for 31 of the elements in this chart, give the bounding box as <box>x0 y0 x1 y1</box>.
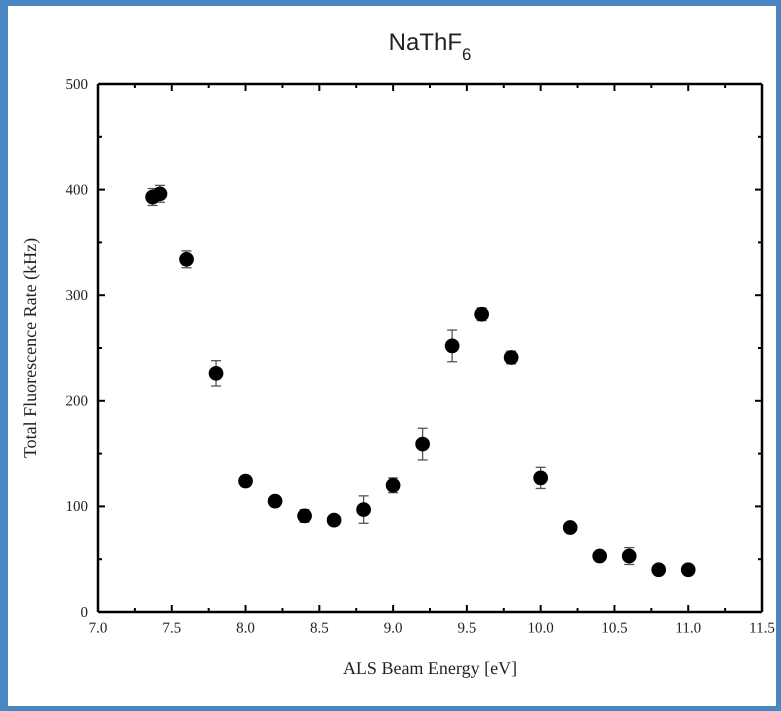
point <box>208 366 224 381</box>
point <box>533 470 548 486</box>
y-tick-label: 100 <box>66 499 88 516</box>
point <box>238 474 253 488</box>
y-tick-label: 200 <box>66 394 88 410</box>
chart-title: NaThF$_{6}$ <box>388 29 472 64</box>
x-tick-label: 10.5 <box>601 620 628 637</box>
x-tick-label: 9.0 <box>384 620 402 637</box>
point <box>680 562 696 578</box>
x-tick-label: 9.5 <box>458 620 476 637</box>
point <box>444 338 460 354</box>
x-tick-label: 11.5 <box>749 620 775 637</box>
y-tick-label: 300 <box>66 288 88 304</box>
point <box>268 494 282 508</box>
x-axis-title: ALS Beam Energy [eV] <box>342 658 518 678</box>
x-tick-label: 8.0 <box>236 620 255 637</box>
point <box>415 436 430 452</box>
point <box>356 502 371 517</box>
y-tick-label: 500 <box>66 76 88 93</box>
x-tick-label: 11.0 <box>675 620 702 637</box>
y-tick-label: 400 <box>66 182 88 198</box>
y-axis-title: Total Fluorescence Rate (kHz) <box>20 238 40 458</box>
x-tick-label: 10.0 <box>528 620 554 637</box>
point <box>562 520 578 535</box>
x-tick-label: 7.5 <box>162 620 182 637</box>
x-tick-label: 8.5 <box>310 620 329 637</box>
point <box>326 512 342 528</box>
x-tick-label: 7.0 <box>88 620 108 637</box>
point <box>651 562 666 578</box>
point <box>592 548 608 564</box>
y-tick-label: 0 <box>80 604 88 621</box>
